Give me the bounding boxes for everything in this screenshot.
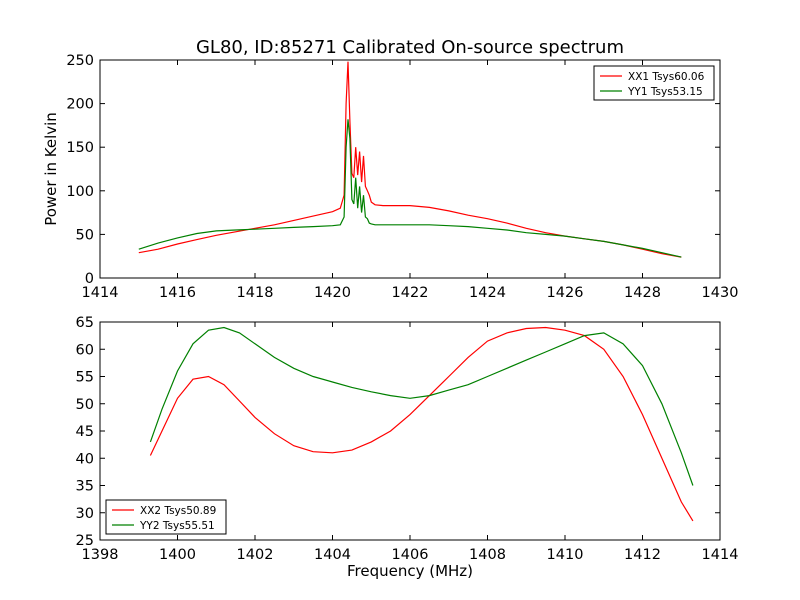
x-tick-label: 1430 — [702, 285, 739, 301]
y-tick-label: 150 — [66, 140, 94, 156]
x-tick-label: 1416 — [159, 285, 196, 301]
series-line-1-2 — [138, 119, 682, 258]
x-tick-label: 1404 — [314, 547, 351, 563]
x-tick-label: 1410 — [547, 547, 584, 563]
series-line-2-1 — [149, 326, 694, 522]
x-tick-label: 1418 — [237, 285, 274, 301]
x-tick-label: 1420 — [314, 285, 351, 301]
series-line-2-2 — [149, 326, 694, 486]
x-axis-label: Frequency (MHz) — [347, 562, 473, 580]
y-tick-label: 0 — [85, 271, 94, 287]
legend-label: YY2 Tsys55.51 — [139, 520, 215, 532]
y-tick-label: 25 — [76, 533, 94, 549]
series-line-1-1 — [138, 61, 682, 258]
x-tick-label: 1398 — [82, 547, 119, 563]
y-tick-label: 30 — [76, 506, 94, 522]
y-tick-label: 60 — [76, 342, 94, 358]
x-tick-label: 1424 — [469, 285, 506, 301]
x-tick-label: 1426 — [547, 285, 584, 301]
x-tick-label: 1414 — [702, 547, 739, 563]
x-tick-label: 1406 — [392, 547, 429, 563]
legend-box — [593, 65, 715, 101]
y-tick-label: 100 — [66, 184, 94, 200]
x-tick-label: 1412 — [624, 547, 661, 563]
y-tick-label: 200 — [66, 97, 94, 113]
legend-label: XX2 Tsys50.89 — [140, 505, 216, 517]
x-tick-label: 1428 — [624, 285, 661, 301]
x-tick-label: 1400 — [159, 547, 196, 563]
y-tick-label: 55 — [76, 370, 94, 386]
legend-label: XX1 Tsys60.06 — [628, 71, 705, 83]
legend-label: YY1 Tsys53.15 — [627, 86, 703, 98]
y-tick-label: 50 — [76, 397, 94, 413]
x-tick-label: 1422 — [392, 285, 429, 301]
y-tick-label: 250 — [66, 53, 94, 69]
x-tick-label: 1408 — [469, 547, 506, 563]
legend-box — [105, 499, 227, 535]
x-tick-label: 1402 — [237, 547, 274, 563]
y-tick-label: 50 — [76, 227, 94, 243]
chart-title: GL80, ID:85271 Calibrated On-source spec… — [196, 37, 624, 58]
x-tick-label: 1414 — [82, 285, 119, 301]
bottom-plot: 1398 1400 1402 1404 1406 1408 1410 1412 1414 25 30… — [76, 315, 739, 563]
y-tick-label: 35 — [76, 479, 94, 495]
legend: XX1 Tsys60.06 YY1 Tsys53.15 — [593, 65, 715, 101]
top-plot: 1414 1416 1418 1420 1422 1424 1426 1428 1430 0 50 1… — [66, 53, 738, 301]
y-tick-label: 65 — [76, 315, 94, 331]
y-tick-label: 45 — [76, 424, 94, 440]
legend: XX2 Tsys50.89 YY2 Tsys55.51 — [105, 499, 227, 535]
y-tick-label: 40 — [76, 451, 94, 467]
y-axis-label: Power in Kelvin — [42, 112, 60, 226]
